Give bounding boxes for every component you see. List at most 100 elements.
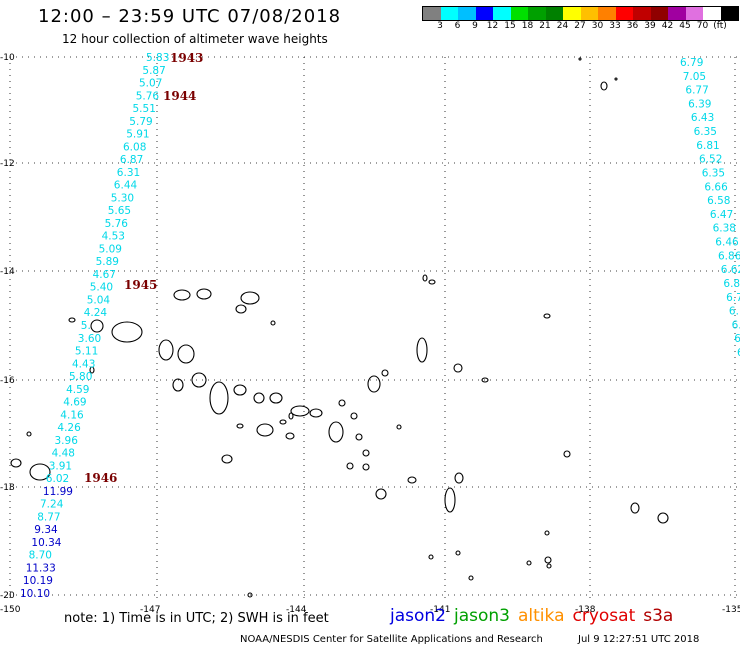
colorbar-swatch [493,7,511,20]
island-outline [367,375,381,393]
island-outline [407,476,417,484]
island-outline [309,408,323,418]
island-outline [350,412,358,420]
wave-height-label: 5.87 [142,65,165,77]
wave-height-label: 6.39 [688,98,711,110]
colorbar-tick: 6 [454,21,461,31]
wave-height-label: 5.76 [136,90,160,102]
wave-height-label: 7.05 [683,71,706,83]
island-outline [453,363,463,373]
island-outline [396,424,402,430]
wave-height-label: 6. [729,306,739,318]
island-outline [111,321,143,343]
axis-labels: -150 -147 -144 -141 -138 -135 -10 -12 -14 -16 -18 -… [0,53,740,615]
longitude-tick: -150 [0,605,21,615]
wave-height-label: 6.02 [46,473,69,485]
wave-height-label: 6.31 [117,167,140,179]
wave-height-label: 5.79 [129,116,152,128]
island-outline [209,381,229,415]
island-outline [29,463,51,481]
colorbar-swatch [650,7,668,20]
pass-time-labels: 1943 1944 1945 1946 [84,51,203,485]
wave-height-label: 9.34 [34,524,58,536]
wave-height-label: 6 [737,347,740,359]
wave-height-label: 6. [732,319,740,331]
wave-height-label: 6.43 [691,112,714,124]
island-outline [543,313,551,319]
pass-time-label: 1944 [163,89,196,103]
satellite-legend: jason2 jason3 altika cryosat s3a [390,606,681,626]
colorbar-swatch [475,7,493,20]
wave-height-label: 6.46 [715,237,739,249]
wave-height-label: 6.35 [694,126,717,138]
colorbar-swatch [720,7,738,20]
colorbar-swatch [703,7,721,20]
island-outline [269,392,283,404]
wave-height-label: 10.10 [20,588,50,600]
colorbar-tick: 42 [661,21,674,31]
island-outline [177,344,195,364]
island-outline [657,512,669,524]
credit-line: NOAA/NESDIS Center for Satellite Applica… [240,634,543,645]
island-outline [90,319,104,333]
wave-height-colorbar [422,6,739,21]
colorbar-tick: 27 [574,21,586,31]
island-outline [362,463,370,471]
colorbar-swatch [458,7,476,20]
island-outline [346,462,354,470]
wave-height-label: 3.91 [49,460,72,472]
wave-height-label: 6.8 [723,278,740,290]
colorbar-swatch [440,7,458,20]
legend-item-altika: altika [518,606,565,626]
colorbar-tick: 15 [504,21,516,31]
island-outline [481,377,489,383]
island-outline [544,530,550,536]
wave-height-label: 6.47 [710,209,733,221]
wave-height-label: 3.60 [78,333,101,345]
wave-height-label: 6.08 [123,141,146,153]
colorbar-tick: 3 [437,21,443,31]
wave-height-label: 5.11 [75,346,98,358]
colorbar-tick: 21 [539,21,551,31]
island-outline [236,423,244,429]
wave-height-label: 6.81 [696,140,719,152]
island-outline [240,291,260,305]
island-outline [546,563,552,569]
colorbar-tick: 45 [679,21,691,31]
wave-height-label: 6.38 [713,223,736,235]
wave-height-label: 6.79 [680,57,703,69]
legend-item-jason2: jason2 [390,606,446,626]
longitude-tick: -144 [286,605,307,615]
island-outline [428,279,436,285]
colorbar-swatch [528,7,546,20]
wave-height-label: 10.19 [23,575,53,587]
wave-height-label: 4.16 [60,409,84,421]
island-outline [578,57,582,61]
colorbar-swatch [598,7,616,20]
island-outlines [10,57,669,598]
island-outline [328,421,344,443]
wave-height-label: 8.70 [29,550,52,562]
latitude-tick: -18 [0,483,15,493]
island-outline [10,458,22,468]
wave-height-label: 6.77 [685,85,708,97]
island-outline [630,502,640,514]
island-outline [26,431,32,437]
island-outline [285,432,295,440]
wave-height-label: 6.44 [114,180,138,192]
wave-height-label: 5.91 [126,129,149,141]
island-outline [235,304,247,314]
legend-item-cryosat: cryosat [572,606,636,626]
island-outline [416,337,428,363]
wave-height-label: 4.59 [66,384,89,396]
island-outline [172,378,184,392]
wave-height-label: 5. [81,320,91,332]
legend-item-s3a: s3a [643,606,674,626]
island-outline [600,81,608,91]
island-outline [247,592,253,598]
colorbar-swatch [545,7,563,20]
wave-height-label: 8.77 [37,511,60,523]
island-outline [468,575,474,581]
island-outline [526,560,532,566]
